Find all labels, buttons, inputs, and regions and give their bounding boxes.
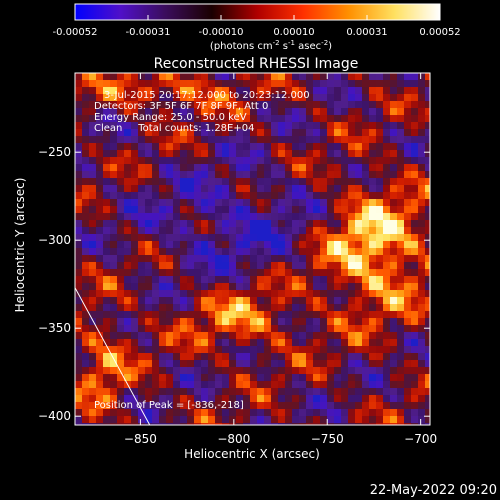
- limb-line: [75, 287, 151, 425]
- chart-title: Reconstructed RHESSI Image: [154, 56, 359, 72]
- colorbar-tick-label: 0.00052: [419, 27, 460, 38]
- x-tick-label: −800: [217, 432, 250, 446]
- colorbar-ticks: -0.00052 -0.00031 -0.00010 0.00010 0.00031 0.…: [53, 15, 461, 38]
- axis-ticks: −850 −800 −750 −700 −250 −300 −350 −400: [38, 73, 437, 446]
- y-tick-label: −300: [38, 233, 71, 247]
- colorbar: -0.00052 -0.00031 -0.00010 0.00010 0.00031 0.…: [53, 3, 461, 52]
- colorbar-gradient: [75, 4, 440, 20]
- annotation-energy-range: Energy Range: 25.0 - 50.0 keV: [94, 112, 247, 123]
- annotation-clean-counts: Clean Total counts: 1.28E+04: [94, 123, 254, 134]
- footer-date: 22-May-2022 09:20: [370, 483, 497, 498]
- x-axis-label: Heliocentric X (arcsec): [184, 447, 320, 461]
- colorbar-tick-label: -0.00052: [53, 27, 98, 38]
- annotation-block: 3-Jul-2015 20:17:12.000 to 20:23:12.000 …: [94, 90, 310, 134]
- y-tick-label: −400: [38, 409, 71, 423]
- x-tick-label: −700: [404, 432, 437, 446]
- colorbar-tick-label: 0.00031: [346, 27, 387, 38]
- colorbar-tick-label: -0.00010: [199, 27, 244, 38]
- x-tick-label: −750: [311, 432, 344, 446]
- y-axis-label: Heliocentric Y (arcsec): [13, 178, 27, 313]
- annotation-detectors: Detectors: 3F 5F 6F 7F 8F 9F, Att 0: [94, 101, 268, 112]
- y-tick-label: −250: [38, 145, 71, 159]
- colorbar-frame: [74, 3, 441, 21]
- x-tick-label: −850: [124, 432, 157, 446]
- annotation-time-range: 3-Jul-2015 20:17:12.000 to 20:23:12.000: [104, 90, 310, 101]
- heatmap-image: [75, 73, 430, 425]
- y-tick-label: −350: [38, 321, 71, 335]
- colorbar-tick-label: 0.00010: [273, 27, 314, 38]
- colorbar-units-label: (photons cm-2 s-1 asec-2): [210, 39, 332, 52]
- peak-position-label: Position of Peak = [-836,-218]: [94, 400, 244, 411]
- colorbar-tick-label: -0.00031: [126, 27, 171, 38]
- plot-frame: [74, 72, 431, 426]
